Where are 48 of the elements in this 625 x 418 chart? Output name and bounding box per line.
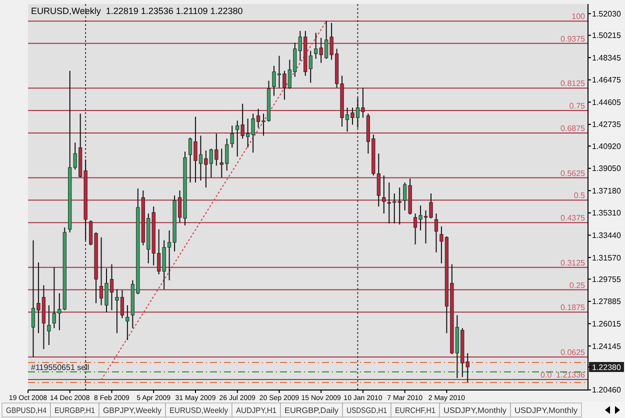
y-tick-label: 1.31570 [592,253,622,262]
annotation: 0.5625 [560,168,586,178]
text: EURUSD,Weekly [170,406,232,415]
annotation: 0.0625 [560,348,586,357]
y-tick-label: 1.29755 [592,274,622,284]
text: EURGBP,H1 [54,406,100,415]
text: USDJPY,Monthly [514,406,578,415]
annotation: 100 [572,12,586,22]
y-tick-label: 1.40920 [592,142,622,151]
y-tick-label: 1.52030 [592,9,622,18]
candlestick [230,125,234,148]
annotation: 0.1875 [560,303,586,312]
annotation: 0.25 [569,280,586,290]
text: USDSGD,H1 [346,406,394,415]
text: GBPUSD,H4 [6,406,52,415]
candlestick [382,174,386,214]
text: USDJPY,Monthly [444,406,506,415]
text: EURCHF,H1 [395,406,440,415]
y-tick-label: 1.24145 [592,342,622,351]
text: GBPJPY,Weekly [103,406,162,415]
candlestick [47,304,51,346]
y-tick-label: 1.22380 [592,362,622,372]
annotation: 0.4375 [560,214,586,223]
annotation: 0.8125 [560,79,586,88]
y-tick-label: 1.35310 [592,208,622,218]
chart-title: EURUSD,Weekly 1.22819 1.23536 1.21109 1.22380 [31,6,243,16]
annotation: 0.3125 [560,258,586,268]
y-tick-label: 1.27885 [592,297,622,306]
y-tick-label: 1.20460 [592,386,622,395]
y-tick-label: 1.26015 [592,319,622,328]
y-tick-label: 1.48345 [592,53,622,62]
ref-line-label: 0.0 1.21336 [540,370,586,380]
y-tick-label: 1.50215 [592,31,622,40]
text: AUDJPY,H1 [236,406,279,415]
text: EURGBP,Daily [284,406,338,415]
y-tick-label: 1.33440 [592,230,622,240]
y-tick-label: 1.39050 [592,164,622,174]
annotation: 0.5 [574,191,586,200]
annotation: 0.9375 [560,34,586,44]
candlestick [434,213,438,253]
annotation: 0.75 [569,102,586,111]
annotation: 0.6875 [560,124,586,133]
y-tick-label: 1.46475 [592,76,622,85]
y-tick-label: 1.37180 [592,186,622,196]
y-tick-label: 1.42735 [592,120,622,130]
candlestick [126,304,130,341]
y-tick-label: 1.44605 [592,98,622,107]
ref-line-label: #119550651 sell [31,362,90,372]
